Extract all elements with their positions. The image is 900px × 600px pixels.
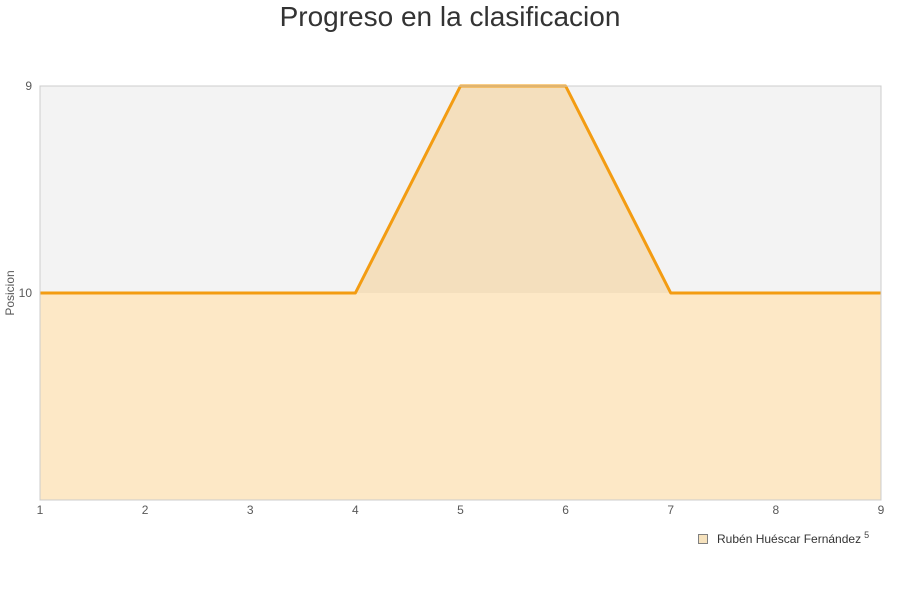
svg-text:4: 4 [352, 503, 359, 517]
svg-text:9: 9 [25, 79, 32, 93]
svg-text:Posicion: Posicion [3, 270, 17, 315]
svg-text:2: 2 [142, 503, 149, 517]
svg-text:9: 9 [878, 503, 885, 517]
svg-text:3: 3 [247, 503, 254, 517]
svg-text:6: 6 [562, 503, 569, 517]
svg-text:1: 1 [37, 503, 44, 517]
svg-text:10: 10 [19, 286, 33, 300]
svg-text:8: 8 [773, 503, 780, 517]
svg-text:7: 7 [667, 503, 674, 517]
svg-text:5: 5 [457, 503, 464, 517]
